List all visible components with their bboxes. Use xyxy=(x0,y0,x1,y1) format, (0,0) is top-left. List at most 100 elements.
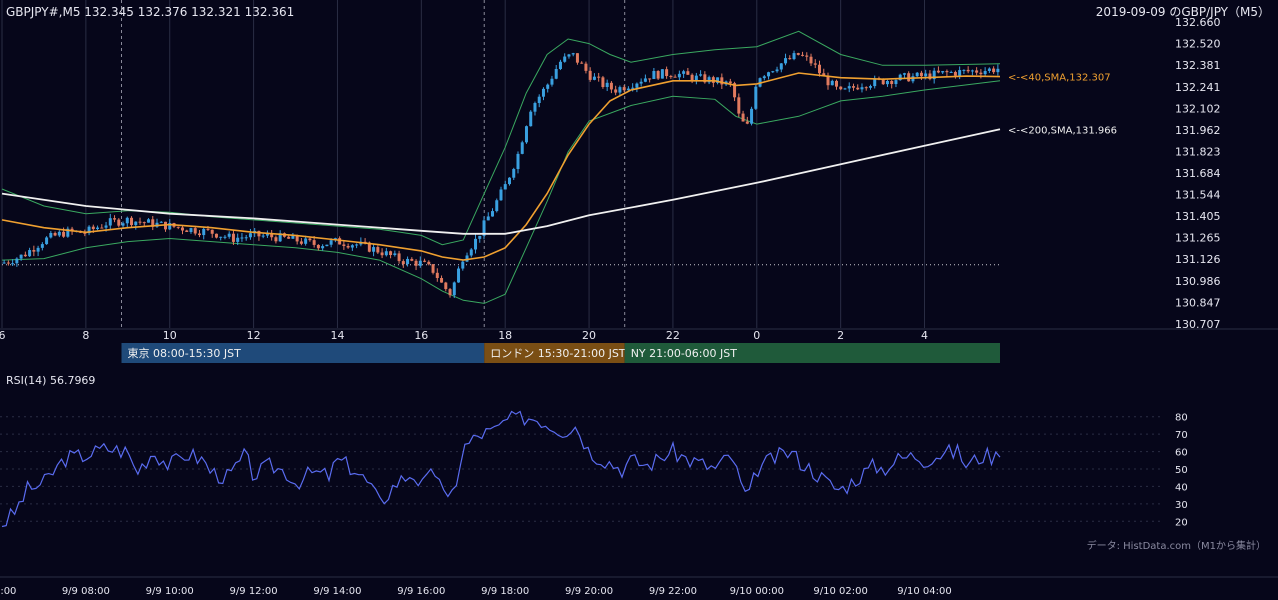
candle-body xyxy=(826,75,830,86)
candle-body xyxy=(316,244,320,249)
sma200-line xyxy=(1,128,1001,235)
rsi-panel: 80 70 60 50 40 30 20 06:00 9/9 08:00 9/9 10:00 9/9… xyxy=(0,410,1188,597)
candle-body xyxy=(584,63,588,71)
candle-body xyxy=(329,240,333,245)
rsi-line xyxy=(1,410,1001,528)
candle-body xyxy=(461,261,465,269)
candle-body xyxy=(605,82,609,88)
candle-body xyxy=(741,113,745,122)
candle-body xyxy=(240,237,244,239)
candle-body xyxy=(635,83,639,88)
candle-body xyxy=(431,264,435,273)
time-tick-label: 2 xyxy=(837,329,844,342)
candle-body xyxy=(796,53,800,55)
price-tick-label: 131.126 xyxy=(1175,253,1221,266)
price-tick-label: 130.707 xyxy=(1175,318,1221,331)
candle-body xyxy=(32,250,36,252)
candle-body xyxy=(62,231,66,237)
candle-body xyxy=(554,69,558,79)
candle-body xyxy=(648,78,652,80)
candle-body xyxy=(898,74,902,81)
candle-body xyxy=(745,121,749,124)
price-tick-label: 132.520 xyxy=(1175,38,1221,51)
candle-body xyxy=(465,255,469,262)
candle-body xyxy=(813,63,817,65)
candle-body xyxy=(941,71,945,73)
time-tick-label: 6 xyxy=(0,329,6,342)
candle-body xyxy=(427,261,431,265)
chart-title: 2019-09-09 のGBP/JPY（M5） xyxy=(1096,5,1270,19)
candle-body xyxy=(529,111,533,127)
candle-body xyxy=(682,71,686,74)
candle-body xyxy=(142,222,146,224)
candle-body xyxy=(100,227,104,229)
candle-body xyxy=(762,76,766,79)
price-tick-label: 130.986 xyxy=(1175,275,1221,288)
candle-body xyxy=(979,72,983,75)
candle-body xyxy=(779,63,783,70)
candle-body xyxy=(902,73,906,75)
time-tick-label: 14 xyxy=(330,329,344,342)
price-tick-label: 132.102 xyxy=(1175,102,1221,115)
candle-body xyxy=(788,58,792,60)
candle-body xyxy=(563,56,567,62)
rsi-time-label: 9/9 16:00 xyxy=(397,586,445,597)
candle-body xyxy=(312,240,316,245)
candle-body xyxy=(953,71,957,76)
candle-body xyxy=(694,75,698,81)
candle-body xyxy=(733,83,737,98)
candle-body xyxy=(389,251,393,256)
time-tick-label: 0 xyxy=(753,329,760,342)
candle-body xyxy=(104,225,108,228)
candle-body xyxy=(53,232,57,236)
candle-body xyxy=(771,71,775,73)
candle-body xyxy=(270,234,274,238)
candle-body xyxy=(677,73,681,78)
time-tick-label: 8 xyxy=(82,329,89,342)
candle-body xyxy=(83,232,87,234)
time-axis: 6 8 10 12 14 16 18 20 22 0 2 4 xyxy=(0,329,928,342)
sma40-label: <-<40,SMA,132.307 xyxy=(1008,73,1111,84)
candle-body xyxy=(784,58,788,64)
candle-body xyxy=(134,221,138,226)
candle-body xyxy=(376,247,380,253)
candle-body xyxy=(818,64,822,74)
candle-body xyxy=(418,260,422,266)
candle-body xyxy=(66,228,70,237)
candle-body xyxy=(125,217,129,224)
candle-body xyxy=(28,250,32,257)
candle-body xyxy=(839,86,843,90)
rsi-tick-label: 40 xyxy=(1175,482,1188,493)
candle-body xyxy=(321,246,325,249)
time-tick-label: 16 xyxy=(414,329,428,342)
candle-body xyxy=(482,220,486,236)
candle-body xyxy=(2,262,6,264)
candle-body xyxy=(716,77,720,83)
candle-body xyxy=(448,289,452,296)
candle-body xyxy=(936,70,940,73)
price-tick-label: 131.823 xyxy=(1175,145,1221,158)
rsi-time-label: 06:00 xyxy=(0,586,16,597)
candle-body xyxy=(6,262,10,264)
candle-body xyxy=(401,261,405,265)
time-tick-label: 20 xyxy=(582,329,596,342)
candle-body xyxy=(885,80,889,85)
candle-body xyxy=(958,70,962,76)
candle-body xyxy=(180,227,184,231)
candle-body xyxy=(138,221,142,223)
candle-body xyxy=(881,78,885,85)
candle-body xyxy=(686,71,690,75)
candle-body xyxy=(291,235,295,239)
candle-body xyxy=(609,82,613,90)
session-bar: 東京 08:00-15:30 JST ロンドン 15:30-21:00 JST NY… xyxy=(121,343,1000,363)
candle-body xyxy=(945,71,949,73)
time-tick-label: 10 xyxy=(163,329,177,342)
candle-body xyxy=(393,253,397,256)
candle-body xyxy=(423,260,427,262)
candle-body xyxy=(699,74,703,76)
rsi-tick-label: 30 xyxy=(1175,500,1188,511)
candle-body xyxy=(851,86,855,88)
candle-body xyxy=(750,108,754,124)
candle-body xyxy=(567,54,571,57)
